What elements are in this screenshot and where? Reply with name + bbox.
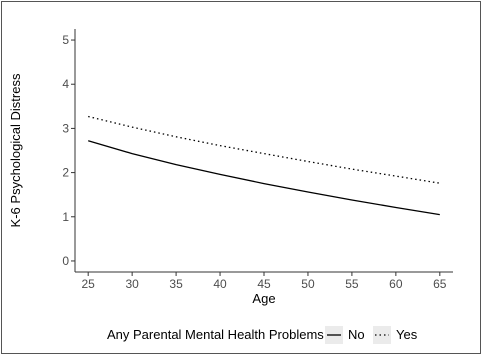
x-axis-title: Age xyxy=(252,291,275,306)
x-axis-ticks: 25 30 35 40 45 50 55 60 65 xyxy=(82,272,447,291)
x-tick-label: 45 xyxy=(257,277,271,291)
y-axis-ticks: 0 1 2 3 4 5 xyxy=(62,33,75,268)
legend-items: No Yes xyxy=(325,326,418,344)
series-line-no xyxy=(88,140,440,216)
series-layer xyxy=(88,115,440,216)
x-tick-label: 30 xyxy=(125,277,139,291)
legend: Any Parental Mental Health Problems No Ye… xyxy=(107,326,418,344)
y-tick-label: 2 xyxy=(62,166,69,180)
series-line-yes xyxy=(88,115,440,184)
y-tick-label: 3 xyxy=(62,121,69,135)
x-tick-label: 65 xyxy=(433,277,447,291)
x-tick-label: 50 xyxy=(301,277,315,291)
y-tick-label: 0 xyxy=(62,254,69,268)
x-tick-label: 25 xyxy=(82,277,96,291)
legend-label-yes: Yes xyxy=(396,327,418,342)
x-tick-label: 40 xyxy=(213,277,227,291)
y-tick-label: 5 xyxy=(62,33,69,47)
y-axis-title: K-6 Psychological Distress xyxy=(8,73,23,227)
y-tick-label: 4 xyxy=(62,77,69,91)
y-tick-label: 1 xyxy=(62,210,69,224)
x-tick-label: 35 xyxy=(169,277,183,291)
legend-label-no: No xyxy=(348,327,365,342)
x-tick-label: 60 xyxy=(389,277,403,291)
legend-key-yes xyxy=(373,326,391,344)
x-tick-label: 55 xyxy=(345,277,359,291)
legend-title: Any Parental Mental Health Problems xyxy=(107,327,324,342)
